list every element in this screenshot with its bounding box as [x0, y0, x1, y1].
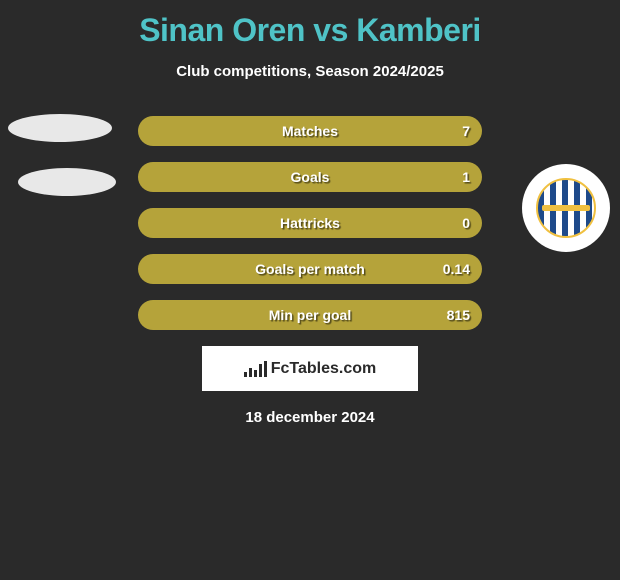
stat-value-right: 815: [447, 307, 470, 323]
bar-chart-icon: [244, 361, 267, 377]
stat-bar-gpm: Goals per match 0.14: [138, 254, 482, 284]
subtitle: Club competitions, Season 2024/2025: [0, 63, 620, 80]
fcz-logo-icon: [536, 178, 596, 238]
stat-bar-matches: Matches 7: [138, 116, 482, 146]
stat-value-right: 0: [462, 215, 470, 231]
player-left-placeholder-1: [8, 114, 112, 142]
page-title: Sinan Oren vs Kamberi: [0, 0, 620, 49]
stat-label: Goals: [291, 169, 330, 185]
stats-bars: Matches 7 Goals 1 Hattricks 0 Goals per …: [138, 116, 482, 330]
stat-value-right: 0.14: [443, 261, 470, 277]
stat-label: Matches: [282, 123, 338, 139]
stat-bar-goals: Goals 1: [138, 162, 482, 192]
player-right-club-badge: [522, 164, 610, 252]
stat-value-right: 1: [462, 169, 470, 185]
watermark-text: FcTables.com: [271, 360, 377, 378]
stat-value-right: 7: [462, 123, 470, 139]
stat-label: Goals per match: [255, 261, 365, 277]
stat-bar-hattricks: Hattricks 0: [138, 208, 482, 238]
watermark-box: FcTables.com: [202, 346, 418, 391]
date-label: 18 december 2024: [0, 409, 620, 426]
stat-label: Hattricks: [280, 215, 340, 231]
player-left-placeholder-2: [18, 168, 116, 196]
stat-bar-mpg: Min per goal 815: [138, 300, 482, 330]
stat-label: Min per goal: [269, 307, 351, 323]
comparison-chart: Matches 7 Goals 1 Hattricks 0 Goals per …: [0, 116, 620, 330]
